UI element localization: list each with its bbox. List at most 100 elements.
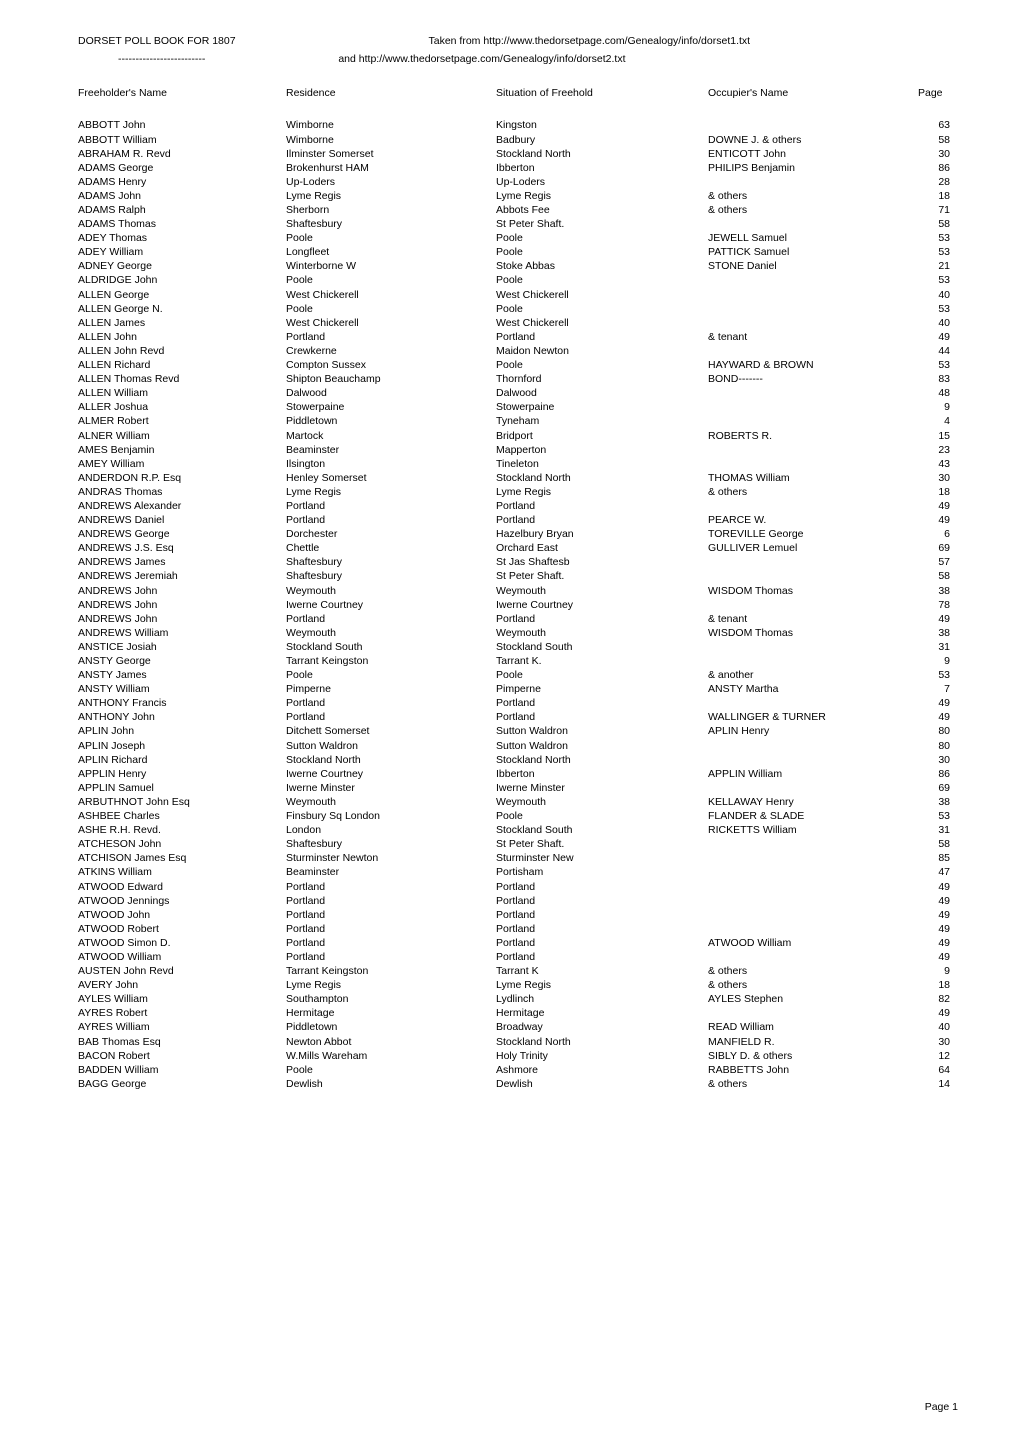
cell-page: 49 <box>918 922 950 936</box>
cell-name: ARBUTHNOT John Esq <box>78 795 286 809</box>
cell-residence: Piddletown <box>286 414 496 428</box>
cell-occupier: JEWELL Samuel <box>708 231 918 245</box>
cell-residence: Winterborne W <box>286 259 496 273</box>
table-row: ANTHONY JohnPortlandPortlandWALLINGER & … <box>78 710 960 724</box>
table-row: ANDREWS JohnIwerne CourtneyIwerne Courtn… <box>78 598 960 612</box>
cell-residence: Sutton Waldron <box>286 739 496 753</box>
cell-name: APPLIN Henry <box>78 767 286 781</box>
cell-page: 6 <box>918 527 950 541</box>
cell-name: APLIN Joseph <box>78 739 286 753</box>
cell-name: ANSTICE Josiah <box>78 640 286 654</box>
cell-name: BAB Thomas Esq <box>78 1035 286 1049</box>
cell-residence: Portland <box>286 499 496 513</box>
table-row: ALLER JoshuaStowerpaineStowerpaine9 <box>78 400 960 414</box>
table-row: ABBOTT JohnWimborneKingston63 <box>78 118 960 132</box>
cell-situation: West Chickerell <box>496 288 708 302</box>
cell-residence: Shipton Beauchamp <box>286 372 496 386</box>
cell-situation: Poole <box>496 358 708 372</box>
cell-name: ADAMS Henry <box>78 175 286 189</box>
cell-occupier <box>708 894 918 908</box>
table-row: ATWOOD RobertPortlandPortland49 <box>78 922 960 936</box>
cell-name: ATWOOD John <box>78 908 286 922</box>
cell-name: ATWOOD William <box>78 950 286 964</box>
cell-name: APPLIN Samuel <box>78 781 286 795</box>
cell-page: 15 <box>918 429 950 443</box>
table-row: ADEY ThomasPoolePooleJEWELL Samuel53 <box>78 231 960 245</box>
cell-situation: Hermitage <box>496 1006 708 1020</box>
cell-residence: London <box>286 823 496 837</box>
cell-residence: Ilsington <box>286 457 496 471</box>
cell-situation: St Peter Shaft. <box>496 837 708 851</box>
cell-name: BADDEN William <box>78 1063 286 1077</box>
cell-situation: Stockland North <box>496 471 708 485</box>
cell-residence: Newton Abbot <box>286 1035 496 1049</box>
cell-name: ALLEN George <box>78 288 286 302</box>
cell-page: 49 <box>918 950 950 964</box>
cell-page: 53 <box>918 231 950 245</box>
cell-residence: Poole <box>286 1063 496 1077</box>
cell-occupier: & others <box>708 978 918 992</box>
cell-residence: Ditchett Somerset <box>286 724 496 738</box>
cell-residence: Portland <box>286 710 496 724</box>
cell-occupier <box>708 118 918 132</box>
cell-residence: Lyme Regis <box>286 485 496 499</box>
cell-name: ANDREWS William <box>78 626 286 640</box>
cell-residence: Crewkerne <box>286 344 496 358</box>
cell-name: ANSTY George <box>78 654 286 668</box>
cell-occupier <box>708 922 918 936</box>
cell-situation: Sutton Waldron <box>496 739 708 753</box>
cell-page: 40 <box>918 288 950 302</box>
table-row: ANTHONY FrancisPortlandPortland49 <box>78 696 960 710</box>
cell-page: 63 <box>918 118 950 132</box>
title-dashes: ------------------------- <box>118 53 205 65</box>
cell-occupier: ENTICOTT John <box>708 147 918 161</box>
table-row: ATWOOD JenningsPortlandPortland49 <box>78 894 960 908</box>
table-row: ABRAHAM R. RevdIlminster SomersetStockla… <box>78 147 960 161</box>
cell-name: ABRAHAM R. Revd <box>78 147 286 161</box>
table-row: ATWOOD Simon D.PortlandPortlandATWOOD Wi… <box>78 936 960 950</box>
cell-situation: Thornford <box>496 372 708 386</box>
title-row-2: ------------------------- and http://www… <box>78 52 960 66</box>
cell-name: ANDREWS George <box>78 527 286 541</box>
cell-page: 48 <box>918 386 950 400</box>
cell-page: 85 <box>918 851 950 865</box>
cell-situation: Broadway <box>496 1020 708 1034</box>
cell-occupier <box>708 443 918 457</box>
cell-occupier <box>708 555 918 569</box>
cell-page: 43 <box>918 457 950 471</box>
cell-situation: Mapperton <box>496 443 708 457</box>
cell-situation: Tarrant K <box>496 964 708 978</box>
title-row-1: DORSET POLL BOOK FOR 1807 Taken from htt… <box>78 34 960 48</box>
table-row: ADNEY GeorgeWinterborne WStoke AbbasSTON… <box>78 259 960 273</box>
cell-situation: Poole <box>496 668 708 682</box>
cell-situation: Dalwood <box>496 386 708 400</box>
cell-page: 30 <box>918 753 950 767</box>
cell-occupier: READ William <box>708 1020 918 1034</box>
table-row: ADAMS RalphSherbornAbbots Fee& others71 <box>78 203 960 217</box>
cell-occupier: & tenant <box>708 612 918 626</box>
cell-situation: Stockland North <box>496 753 708 767</box>
title-source-2: and http://www.thedorsetpage.com/Genealo… <box>338 52 625 66</box>
table-row: ATWOOD WilliamPortlandPortland49 <box>78 950 960 964</box>
cell-name: AVERY John <box>78 978 286 992</box>
cell-situation: Ibberton <box>496 161 708 175</box>
cell-page: 78 <box>918 598 950 612</box>
cell-name: BACON Robert <box>78 1049 286 1063</box>
table-row: ALLEN GeorgeWest ChickerellWest Chickere… <box>78 288 960 302</box>
cell-name: ADAMS Thomas <box>78 217 286 231</box>
cell-residence: Hermitage <box>286 1006 496 1020</box>
cell-residence: Stockland North <box>286 753 496 767</box>
cell-situation: Stockland South <box>496 823 708 837</box>
cell-name: ASHBEE Charles <box>78 809 286 823</box>
cell-page: 58 <box>918 133 950 147</box>
cell-situation: Poole <box>496 245 708 259</box>
cell-name: ASHE R.H. Revd. <box>78 823 286 837</box>
cell-page: 71 <box>918 203 950 217</box>
cell-situation: Portland <box>496 499 708 513</box>
cell-name: ANDREWS John <box>78 612 286 626</box>
cell-name: ALLEN George N. <box>78 302 286 316</box>
cell-occupier: BOND------- <box>708 372 918 386</box>
cell-residence: Southampton <box>286 992 496 1006</box>
cell-occupier <box>708 316 918 330</box>
cell-occupier: & others <box>708 964 918 978</box>
